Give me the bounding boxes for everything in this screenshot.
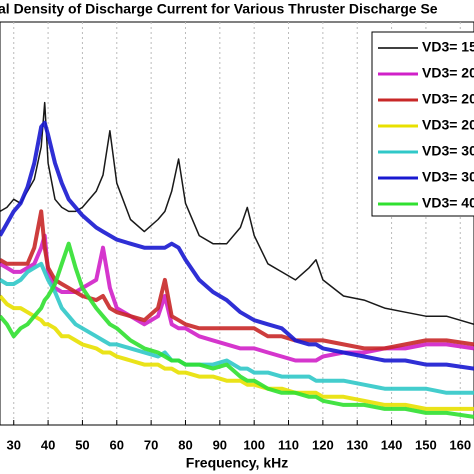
- x-tick-label: 90: [213, 437, 227, 452]
- legend-label: VD3= 15: [422, 39, 474, 55]
- x-tick-label: 30: [7, 437, 21, 452]
- x-tick-label: 80: [178, 437, 192, 452]
- series-line: [0, 101, 474, 326]
- legend-label: VD3= 40: [422, 195, 474, 211]
- x-tick-label: 100: [243, 437, 265, 452]
- x-tick-label: 60: [110, 437, 124, 452]
- legend-box: [371, 31, 474, 217]
- x-tick-label: 110: [278, 437, 299, 452]
- series-line: [0, 209, 474, 351]
- series-line: [0, 294, 474, 411]
- legend-label: VD3= 20: [422, 91, 474, 107]
- legend-label: VD3= 20: [422, 117, 474, 133]
- series-line: [0, 241, 474, 419]
- legend-label: VD3= 20: [422, 65, 474, 81]
- series-line: [0, 120, 474, 371]
- x-tick-label: 40: [41, 437, 55, 452]
- x-axis-label: Frequency, kHz: [186, 455, 288, 471]
- chart-title: al Density of Discharge Current for Vari…: [0, 1, 438, 17]
- x-tick-label: 150: [415, 437, 437, 452]
- legend-label: VD3= 30: [422, 169, 474, 185]
- x-tick-label: 160: [449, 437, 471, 452]
- x-tick-label: 130: [346, 437, 368, 452]
- x-tick-label: 50: [75, 437, 89, 452]
- x-tick-label: 140: [381, 437, 403, 452]
- x-tick-label: 120: [312, 437, 334, 452]
- legend-label: VD3= 30: [422, 143, 474, 159]
- x-tick-label: 70: [144, 437, 158, 452]
